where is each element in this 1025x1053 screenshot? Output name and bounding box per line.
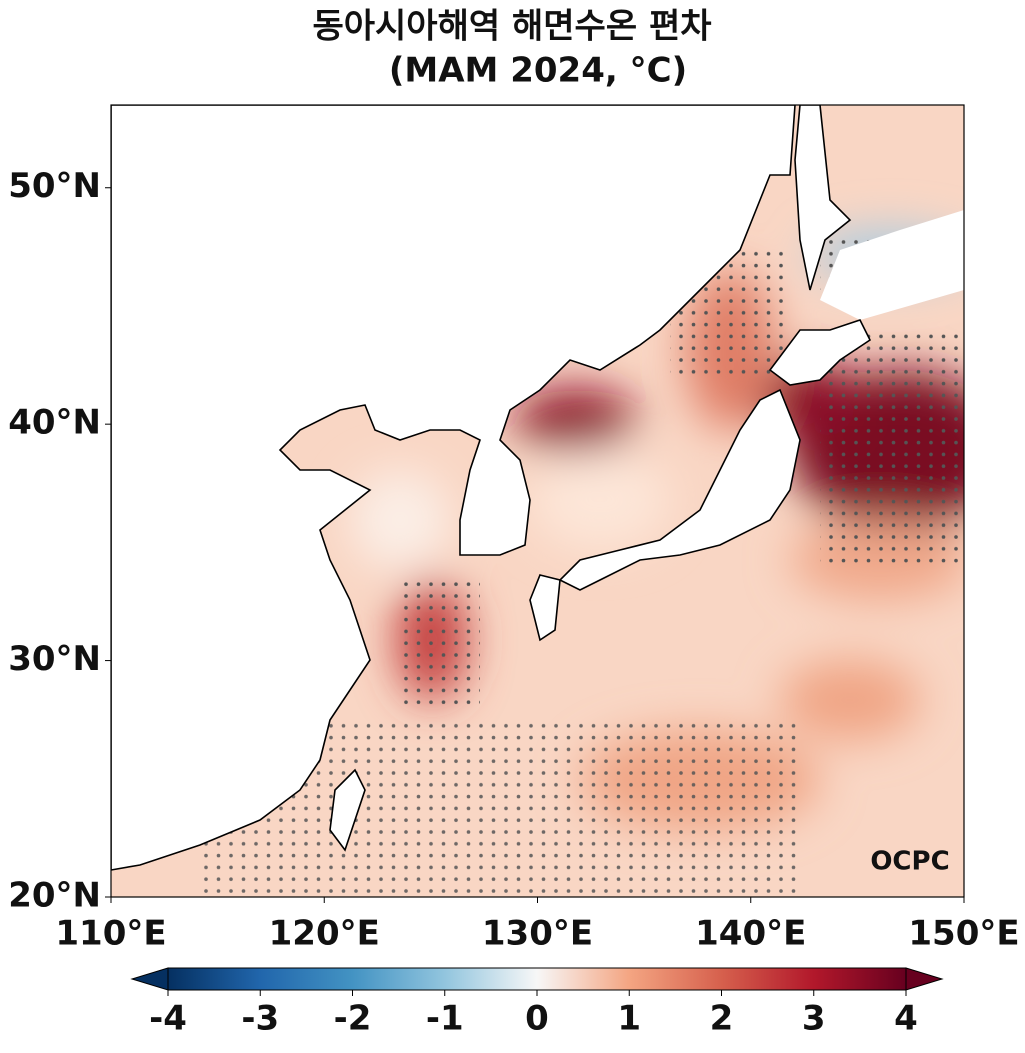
colorbar-tick-label: -4	[149, 999, 187, 1039]
logo: OCPC	[870, 847, 949, 877]
x-tick-label: 150°E	[908, 914, 1019, 954]
colorbar-tick-label: -1	[426, 999, 464, 1039]
colorbar-tick-label: 0	[525, 999, 549, 1039]
colorbar-tick-label: -2	[334, 999, 372, 1039]
x-tick-label: 110°E	[55, 914, 166, 954]
colorbar-tick-label: -3	[241, 999, 279, 1039]
colorbar-tick-label: 2	[710, 999, 734, 1039]
title: 동아시아해역 해면수온 편차	[312, 7, 711, 47]
y-tick-label: 20°N	[8, 876, 101, 916]
sst-field	[111, 105, 964, 897]
subtitle: (MAM 2024, °C)	[389, 51, 687, 91]
y-tick-label: 30°N	[8, 639, 101, 679]
x-tick-label: 120°E	[269, 914, 380, 954]
colorbar-max-arrow	[905, 967, 944, 991]
colorbar-tick-label: 4	[894, 999, 918, 1039]
colorbar	[168, 968, 906, 990]
colorbar-min-arrow	[130, 967, 169, 991]
colorbar-tick-label: 3	[802, 999, 826, 1039]
x-tick-label: 140°E	[695, 914, 806, 954]
x-tick-label: 130°E	[482, 914, 593, 954]
colorbar-tick-label: 1	[617, 999, 641, 1039]
y-tick-label: 40°N	[8, 403, 101, 443]
y-tick-label: 50°N	[8, 166, 101, 206]
